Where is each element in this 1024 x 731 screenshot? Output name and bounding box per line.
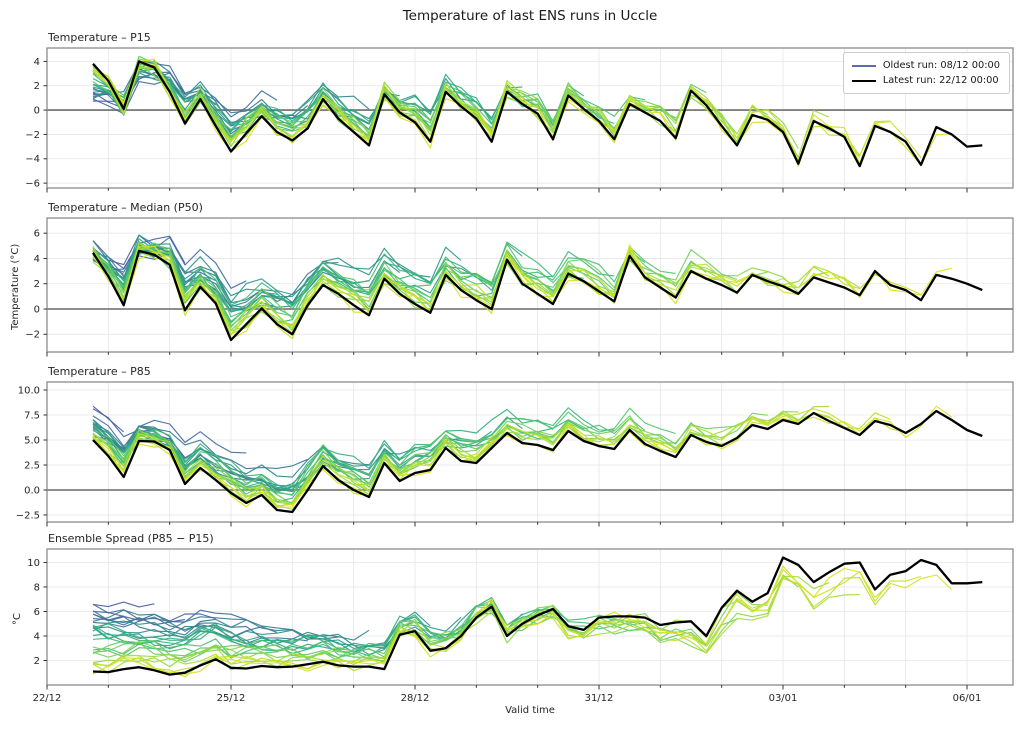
svg-text:6: 6 bbox=[34, 229, 40, 240]
svg-text:25/12: 25/12 bbox=[217, 693, 246, 704]
svg-text:10: 10 bbox=[27, 558, 40, 569]
svg-text:0: 0 bbox=[34, 304, 40, 315]
panel-title-p85: Temperature – P85 bbox=[48, 365, 151, 378]
svg-text:6: 6 bbox=[34, 607, 40, 618]
legend: Oldest run: 08/12 00:00 Latest run: 22/1… bbox=[842, 52, 1010, 94]
svg-text:−6: −6 bbox=[25, 179, 40, 190]
svg-text:31/12: 31/12 bbox=[585, 693, 614, 704]
x-axis-label: Valid time bbox=[505, 705, 555, 716]
svg-text:7.5: 7.5 bbox=[24, 410, 40, 421]
legend-oldest-label: Oldest run: 08/12 00:00 bbox=[882, 60, 1000, 71]
svg-text:22/12: 22/12 bbox=[33, 693, 62, 704]
svg-text:2: 2 bbox=[34, 279, 40, 290]
svg-text:4: 4 bbox=[34, 631, 40, 642]
svg-text:4: 4 bbox=[34, 57, 40, 68]
svg-text:03/01: 03/01 bbox=[769, 693, 798, 704]
figure-title: Temperature of last ENS runs in Uccle bbox=[402, 8, 658, 24]
svg-text:5.0: 5.0 bbox=[24, 435, 40, 446]
legend-latest-label: Latest run: 22/12 00:00 bbox=[882, 75, 999, 86]
oldest-run-swatch bbox=[851, 64, 876, 67]
svg-text:0.0: 0.0 bbox=[24, 485, 40, 496]
svg-text:28/12: 28/12 bbox=[401, 693, 430, 704]
panel-title-p15: Temperature – P15 bbox=[48, 31, 151, 44]
svg-text:10.0: 10.0 bbox=[18, 385, 40, 396]
svg-text:−2: −2 bbox=[25, 130, 40, 141]
panel-title-spread: Ensemble Spread (P85 − P15) bbox=[48, 532, 214, 545]
svg-text:−4: −4 bbox=[25, 154, 40, 165]
svg-text:8: 8 bbox=[34, 582, 40, 593]
svg-text:4: 4 bbox=[34, 254, 40, 265]
svg-text:2: 2 bbox=[34, 81, 40, 92]
svg-text:2: 2 bbox=[34, 656, 40, 667]
svg-text:2.5: 2.5 bbox=[24, 460, 40, 471]
latest-run-swatch bbox=[851, 79, 876, 82]
panel-title-median: Temperature – Median (P50) bbox=[48, 201, 203, 214]
svg-text:06/01: 06/01 bbox=[953, 693, 982, 704]
svg-text:0: 0 bbox=[34, 105, 40, 116]
svg-text:−2: −2 bbox=[25, 330, 40, 341]
svg-text:−2.5: −2.5 bbox=[16, 510, 40, 521]
